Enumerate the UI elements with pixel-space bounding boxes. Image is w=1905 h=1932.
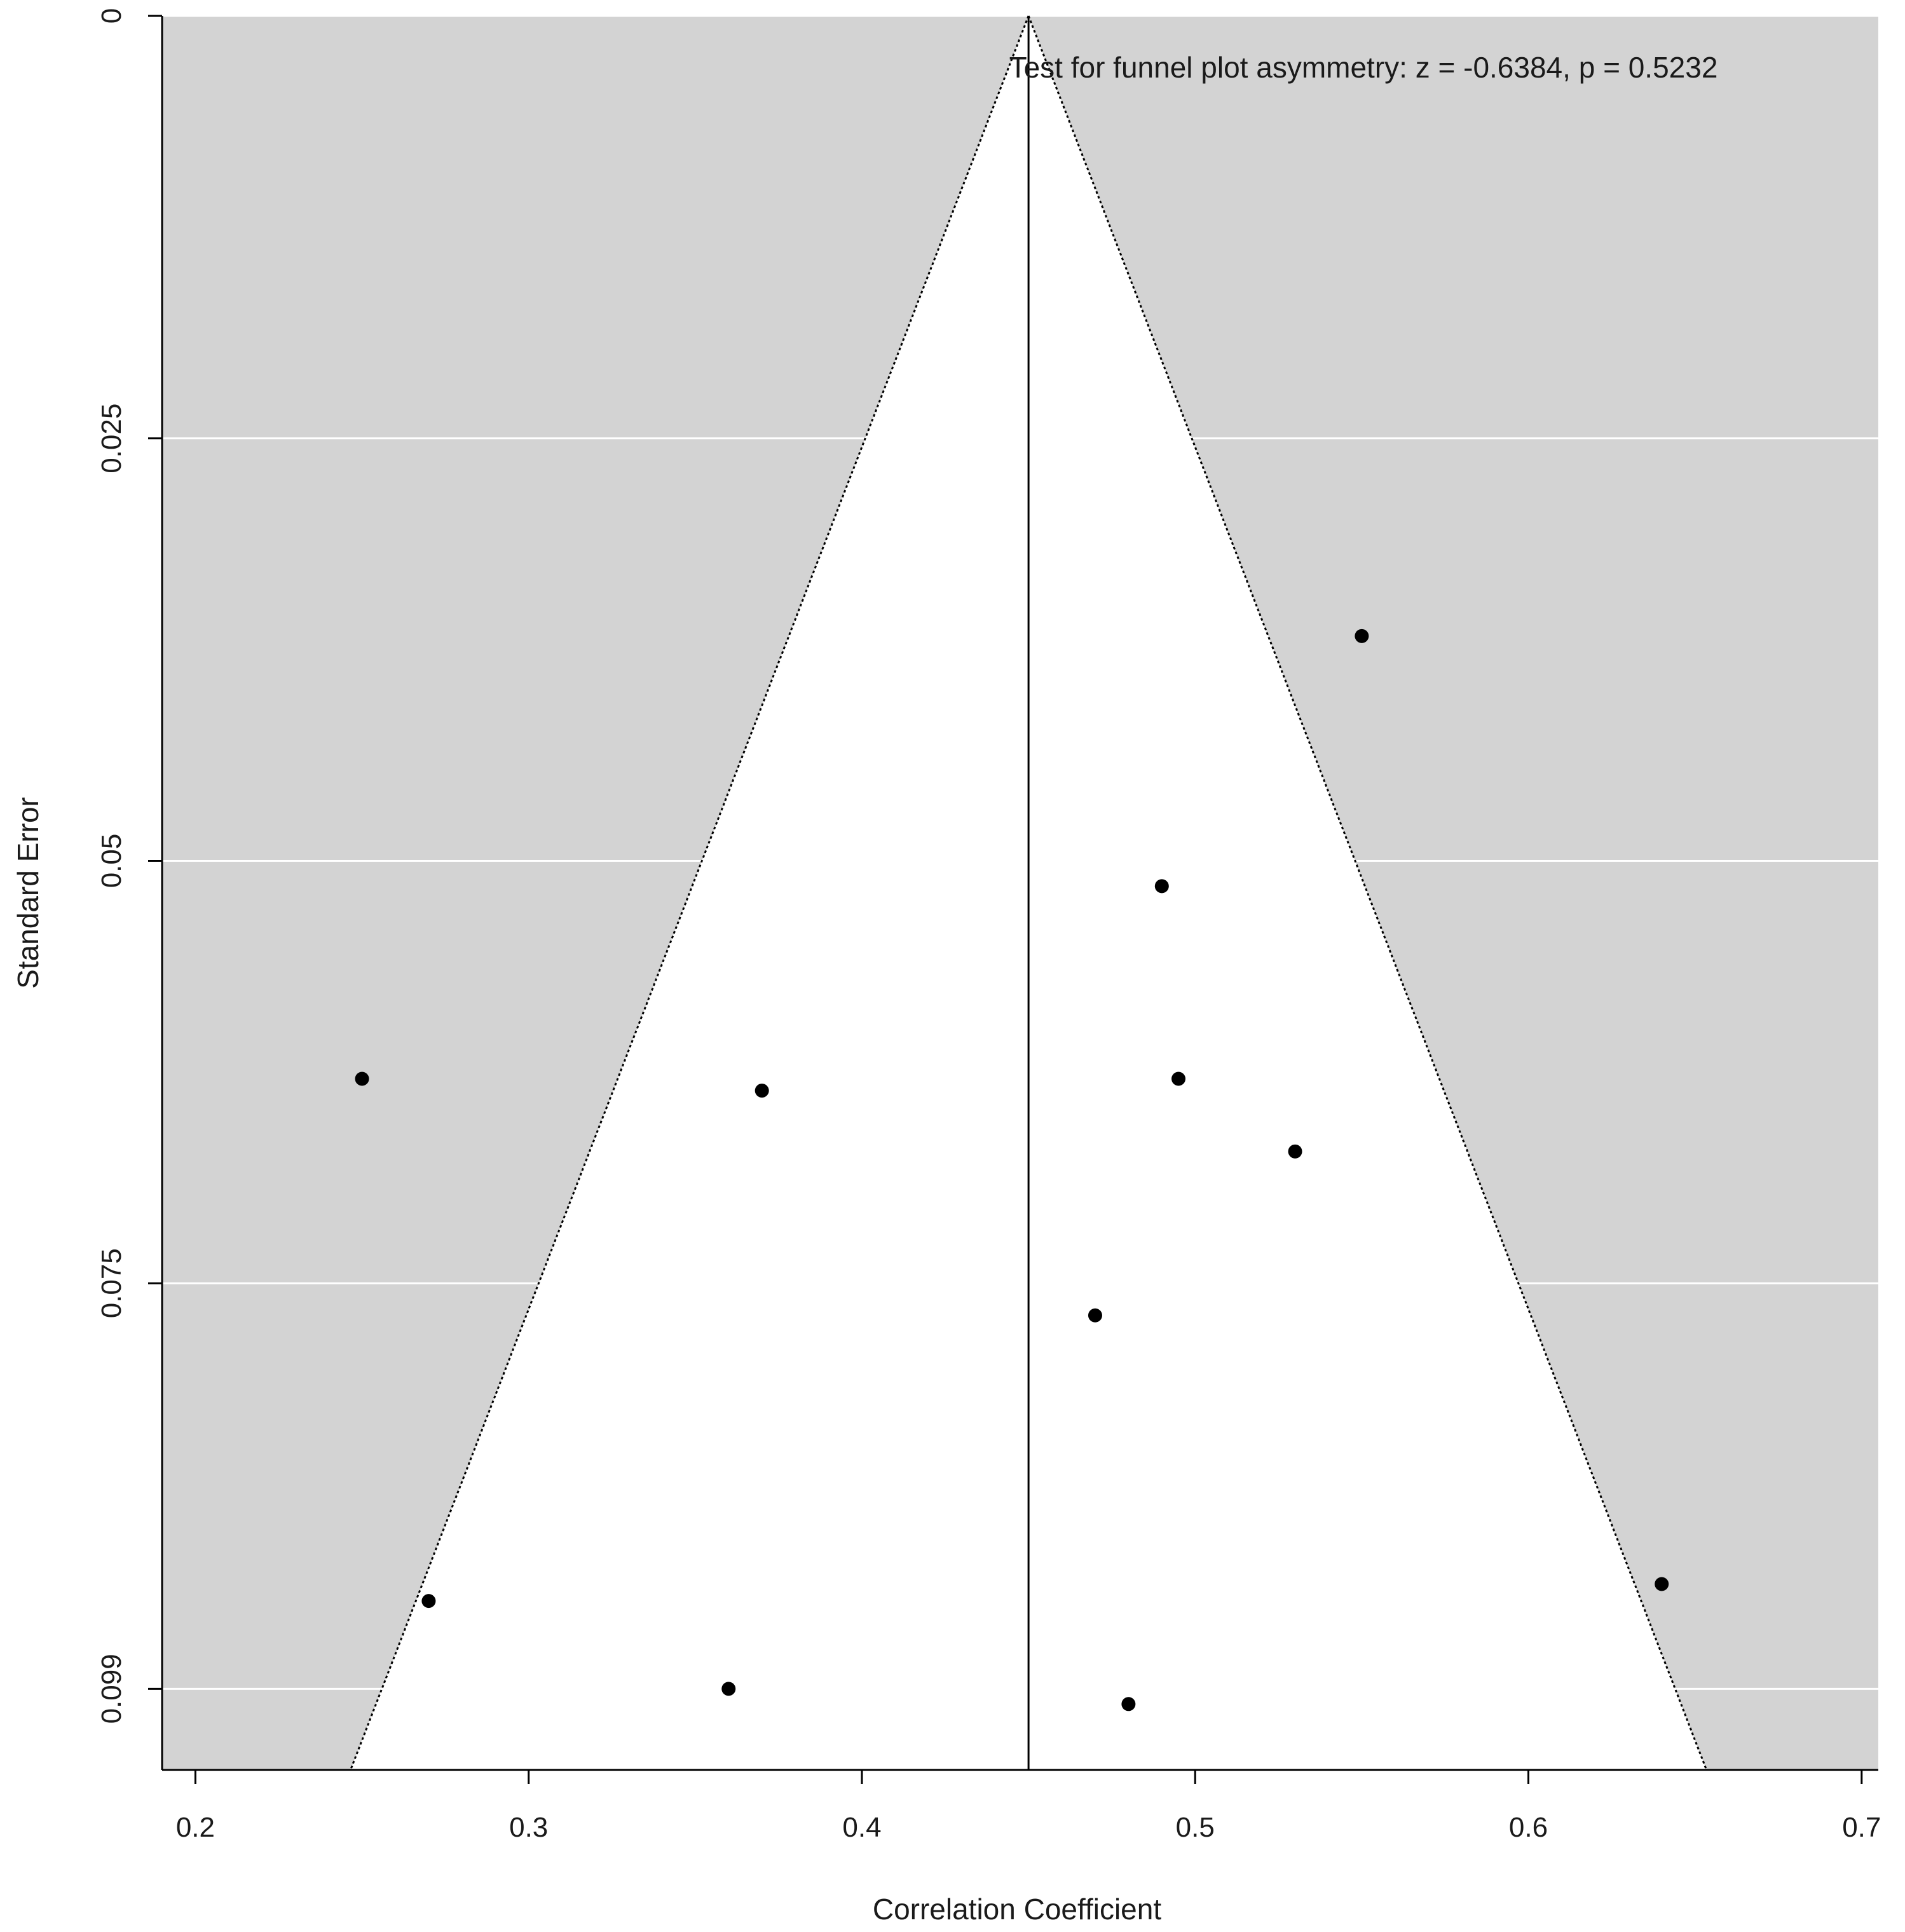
- study-point-7: [421, 1594, 436, 1609]
- y-tick-label-2: 0.05: [96, 834, 127, 888]
- y-tick-label-4: 0.099: [96, 1654, 127, 1724]
- study-point-5: [1288, 1144, 1302, 1159]
- y-tick-label-3: 0.075: [96, 1248, 127, 1318]
- axes: 0.2 0.3 0.4 0.5 0.6 0.7 0 0.025 0.05 0.075 0.099: [96, 8, 1881, 1843]
- study-point-2: [355, 1071, 369, 1086]
- study-point-10: [1121, 1697, 1136, 1711]
- x-tick-label-1: 0.3: [509, 1812, 548, 1843]
- study-point-4: [1171, 1071, 1186, 1086]
- funnel-right-boundary: [1027, 15, 1708, 1771]
- y-tick-label-0: 0: [96, 8, 127, 24]
- study-point-8: [1655, 1577, 1669, 1591]
- study-point-0: [1355, 629, 1369, 643]
- asymmetry-test-annotation: Test for funnel plot asymmetry: z = -0.6…: [1009, 51, 1718, 84]
- study-point-3: [754, 1084, 769, 1098]
- funnel-boundaries: [350, 15, 1708, 1771]
- x-tick-label-5: 0.7: [1842, 1812, 1881, 1843]
- y-tick-label-1: 0.025: [96, 404, 127, 473]
- x-tick-label-2: 0.4: [842, 1812, 881, 1843]
- study-point-6: [1088, 1308, 1102, 1323]
- x-axis-title: Correlation Coefficient: [873, 1893, 1161, 1926]
- gridlines: [162, 15, 1878, 1690]
- x-tick-label-0: 0.2: [176, 1812, 215, 1843]
- x-tick-label-4: 0.6: [1509, 1812, 1548, 1843]
- study-point-9: [721, 1682, 736, 1696]
- study-point-1: [1154, 879, 1169, 894]
- y-axis-title: Standard Error: [11, 797, 44, 989]
- funnel-left-boundary: [350, 15, 1030, 1771]
- study-points: [355, 629, 1669, 1711]
- x-tick-label-3: 0.5: [1176, 1812, 1215, 1843]
